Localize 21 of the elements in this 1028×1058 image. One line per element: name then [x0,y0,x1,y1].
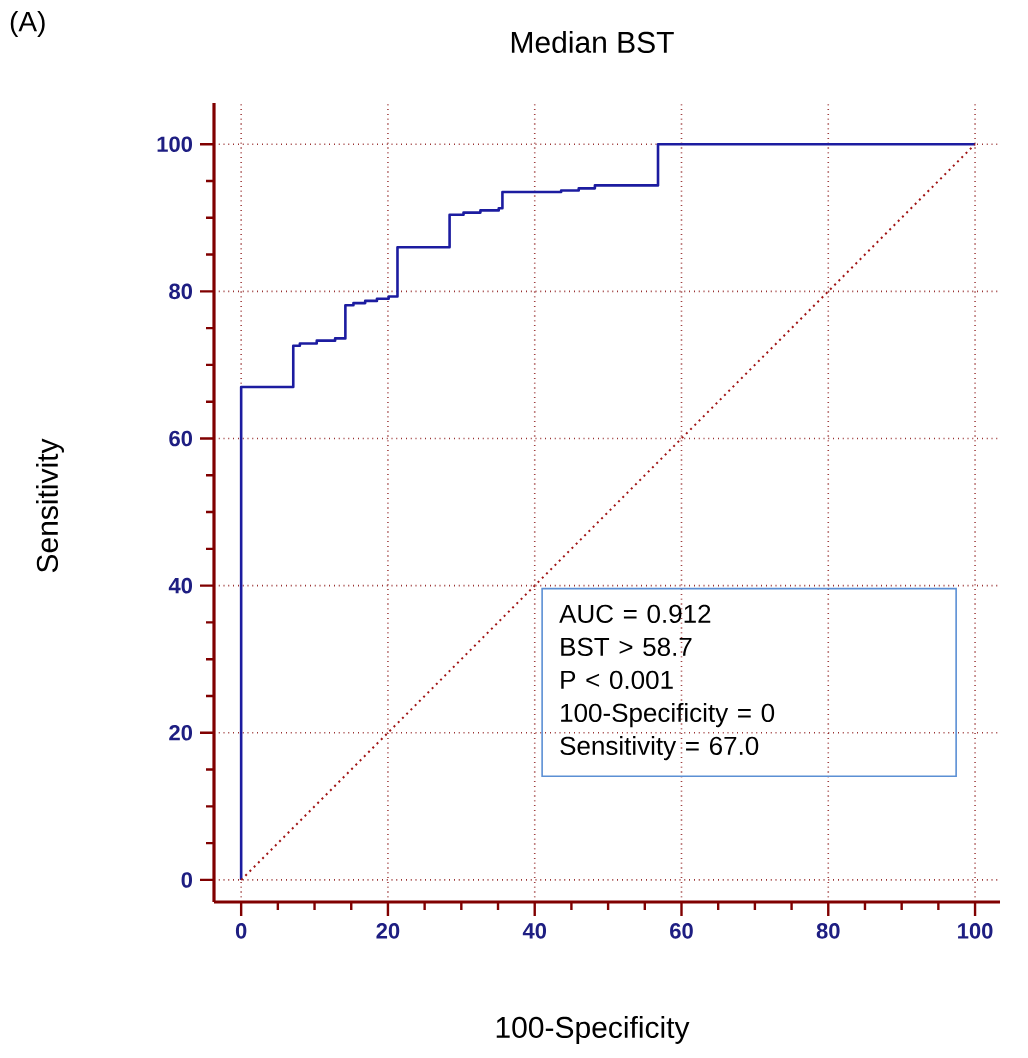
y-tick-label: 100 [157,136,193,152]
annotation: BST > 58.7 [561,637,692,657]
y-axis-title: Sensitivity [36,438,64,573]
y-tick-label: 60 [169,430,193,447]
y-tick-label: 40 [168,577,193,594]
x-tick-label: 60 [670,923,693,939]
annotation: Sensitivity = 67.0 [560,735,759,761]
y-tick-label: 80 [169,283,193,300]
x-tick-label: 0 [235,923,247,939]
annotation: 100-Specificity = 0 [561,702,775,728]
x-tick-label: 100 [958,923,993,939]
chart-title: Median BST [511,30,674,53]
x-axis-title: 100-Specificity [496,1016,690,1044]
y-tick-label: 0 [181,872,193,888]
y-tick-label: 20 [169,725,193,741]
x-tick-label: 20 [376,923,400,939]
annotation: P < 0.001 [561,670,673,690]
text: (A) [10,10,45,38]
annotation: AUC = 0.912 [559,604,711,624]
x-tick-label: 40 [522,923,547,939]
x-tick-label: 80 [816,923,840,939]
